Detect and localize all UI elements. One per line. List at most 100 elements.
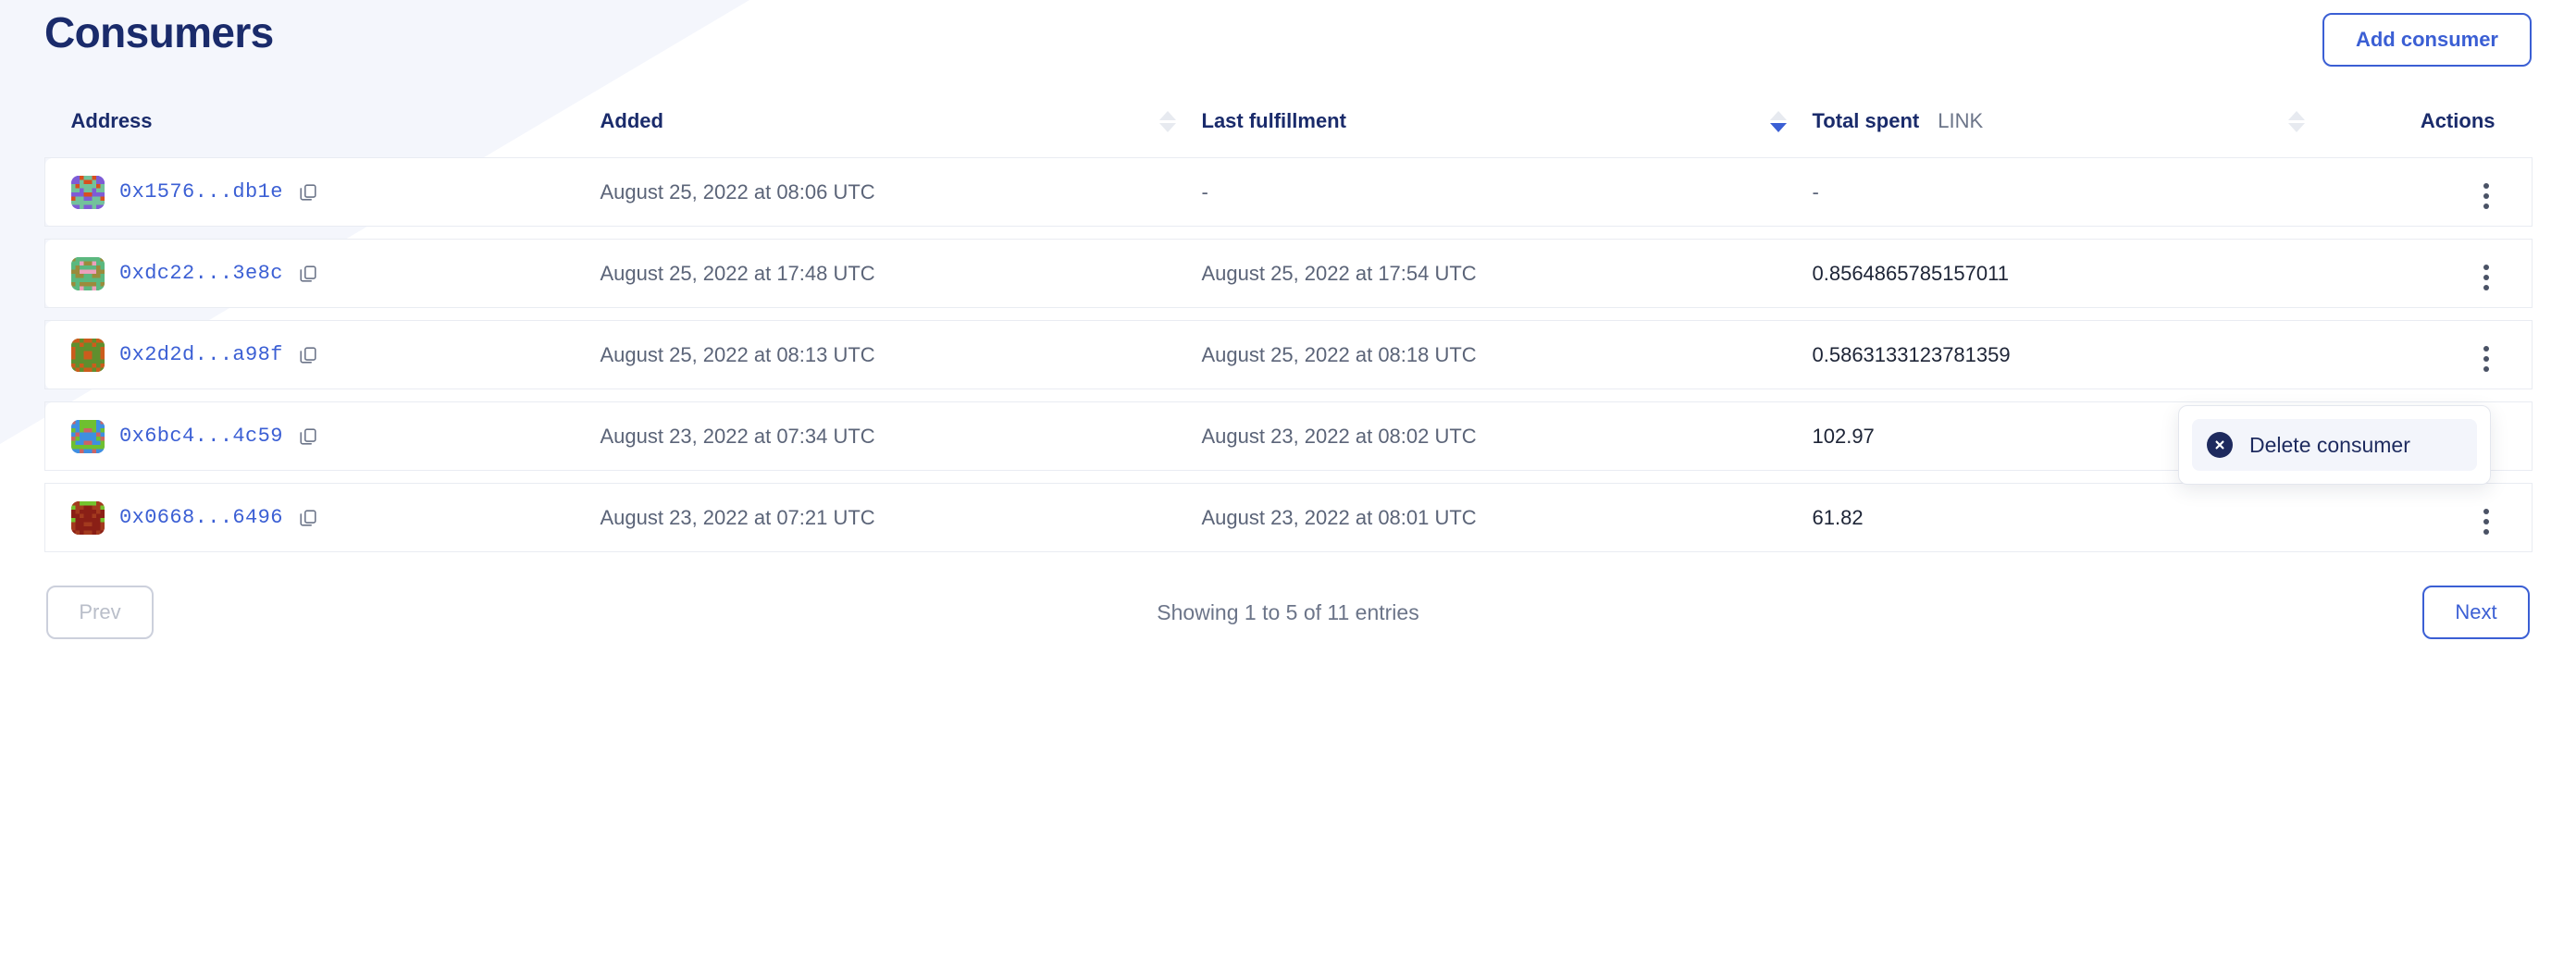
column-unit-link: LINK: [1938, 109, 1984, 132]
row-spacer-cell: [45, 471, 2533, 484]
consumer-address-link[interactable]: 0x2d2d...a98f: [119, 343, 283, 366]
table-row: 0x6bc4...4c59 August 23, 2022 at 07:34 UT…: [44, 401, 2533, 471]
table-row: 0xdc22...3e8c August 25, 2022 at 17:48 UT…: [44, 239, 2533, 308]
column-header-actions: Actions: [2331, 100, 2533, 158]
kebab-dot: [2483, 508, 2489, 514]
column-label-last-fulfillment: Last fulfillment: [1201, 109, 1346, 132]
cell-total-spent: 0.5863133123781359: [1812, 320, 2331, 389]
row-actions-kebab-button[interactable]: [2474, 503, 2498, 540]
cell-total-spent: 0.8564865785157011: [1812, 239, 2331, 308]
consumer-address-link[interactable]: 0x0668...6496: [119, 506, 283, 529]
menu-item-label: Delete consumer: [2249, 432, 2410, 457]
kebab-dot: [2483, 203, 2489, 209]
copy-address-icon[interactable]: [298, 182, 318, 203]
cell-address: 0x6bc4...4c59: [44, 401, 601, 471]
consumer-address-link[interactable]: 0x6bc4...4c59: [119, 425, 283, 448]
added-value: August 23, 2022 at 07:21 UTC: [600, 505, 875, 529]
kebab-dot: [2483, 182, 2489, 189]
copy-address-icon[interactable]: [298, 508, 318, 528]
cell-actions: [2330, 483, 2533, 552]
cell-actions: [2330, 157, 2533, 227]
close-circle-icon: [2207, 432, 2233, 458]
consumer-identicon: [71, 338, 105, 372]
row-spacer-cell: [45, 308, 2533, 321]
added-value: August 25, 2022 at 08:13 UTC: [600, 342, 875, 366]
cell-actions: [2330, 320, 2533, 389]
added-value: August 25, 2022 at 08:06 UTC: [600, 179, 875, 204]
row-spacer: [45, 389, 2533, 402]
cell-added: August 23, 2022 at 07:21 UTC: [600, 483, 1202, 552]
prev-page-button[interactable]: Prev: [46, 586, 154, 639]
row-actions-kebab-button[interactable]: [2474, 340, 2498, 377]
row-actions-kebab-button[interactable]: [2474, 178, 2498, 215]
row-spacer: [45, 471, 2533, 484]
consumer-address-link[interactable]: 0xdc22...3e8c: [119, 262, 283, 285]
next-page-button[interactable]: Next: [2422, 586, 2530, 639]
total-spent-value: 61.82: [1812, 505, 1864, 529]
total-spent-value: 0.8564865785157011: [1812, 261, 2009, 285]
total-spent-value: -: [1812, 179, 1819, 204]
total-spent-value: 102.97: [1812, 424, 1875, 448]
kebab-dot: [2483, 528, 2489, 535]
column-label-address: Address: [70, 109, 153, 132]
consumer-identicon: [71, 500, 105, 535]
sort-toggle-total-spent[interactable]: [2287, 110, 2305, 132]
kebab-dot: [2483, 355, 2489, 362]
cell-address: 0x1576...db1e: [44, 157, 601, 227]
table-row: 0x2d2d...a98f August 25, 2022 at 08:13 UT…: [44, 320, 2533, 389]
row-spacer: [45, 227, 2533, 240]
kebab-dot: [2483, 345, 2489, 352]
add-consumer-button[interactable]: Add consumer: [2322, 13, 2532, 67]
sort-desc-icon: [1158, 122, 1176, 132]
last-fulfillment-value: August 23, 2022 at 08:01 UTC: [1201, 505, 1477, 529]
page-header: Consumers Add consumer: [44, 0, 2532, 100]
added-value: August 23, 2022 at 07:34 UTC: [600, 424, 875, 448]
table-body: 0x1576...db1e August 25, 2022 at 08:06 UT…: [44, 157, 2533, 552]
consumers-table: Address Added: [44, 100, 2533, 552]
last-fulfillment-value: August 25, 2022 at 08:18 UTC: [1201, 342, 1477, 366]
table-row: 0x0668...6496 August 23, 2022 at 07:21 UT…: [44, 483, 2533, 552]
cell-address: 0x0668...6496: [44, 483, 601, 552]
copy-address-icon[interactable]: [298, 264, 318, 284]
sort-toggle-added[interactable]: [1158, 110, 1176, 132]
cell-address: 0x2d2d...a98f: [44, 320, 601, 389]
total-spent-value: 0.5863133123781359: [1812, 342, 2011, 366]
kebab-dot: [2483, 274, 2489, 280]
column-header-added[interactable]: Added: [601, 100, 1202, 158]
cell-added: August 25, 2022 at 08:06 UTC: [600, 157, 1202, 227]
sort-toggle-last-fulfillment[interactable]: [1769, 110, 1787, 132]
cell-actions: [2330, 239, 2533, 308]
cell-added: August 23, 2022 at 07:34 UTC: [600, 401, 1202, 471]
cell-last-fulfillment: August 23, 2022 at 08:01 UTC: [1201, 483, 1813, 552]
kebab-dot: [2483, 365, 2489, 372]
last-fulfillment-value: August 23, 2022 at 08:02 UTC: [1201, 424, 1477, 448]
copy-address-icon[interactable]: [298, 426, 318, 447]
cell-added: August 25, 2022 at 17:48 UTC: [600, 239, 1202, 308]
column-header-total-spent[interactable]: Total spent LINK: [1813, 100, 2331, 158]
cell-total-spent: -: [1812, 157, 2331, 227]
column-header-last-fulfillment[interactable]: Last fulfillment: [1202, 100, 1813, 158]
cell-last-fulfillment: August 25, 2022 at 08:18 UTC: [1201, 320, 1813, 389]
cell-last-fulfillment: -: [1201, 157, 1813, 227]
cell-added: August 25, 2022 at 08:13 UTC: [600, 320, 1202, 389]
consumer-identicon: [71, 175, 105, 209]
column-label-added: Added: [600, 109, 663, 132]
copy-address-icon[interactable]: [298, 345, 318, 365]
cell-last-fulfillment: August 23, 2022 at 08:02 UTC: [1201, 401, 1813, 471]
cell-last-fulfillment: August 25, 2022 at 17:54 UTC: [1201, 239, 1813, 308]
sort-desc-icon: [2287, 122, 2305, 132]
row-actions-menu: Delete consumer: [2178, 405, 2491, 485]
cell-address: 0xdc22...3e8c: [44, 239, 601, 308]
sort-desc-icon: [1769, 122, 1787, 132]
sort-asc-icon: [1769, 110, 1787, 120]
cell-total-spent: 61.82: [1812, 483, 2331, 552]
row-actions-kebab-button[interactable]: [2474, 259, 2498, 296]
consumer-identicon: [71, 256, 105, 290]
column-label-total-spent: Total spent: [1812, 109, 1920, 132]
column-header-address[interactable]: Address: [45, 100, 601, 158]
consumer-address-link[interactable]: 0x1576...db1e: [119, 180, 283, 204]
pagination-status: Showing 1 to 5 of 11 entries: [1157, 599, 1419, 624]
consumer-identicon: [71, 419, 105, 453]
menu-item-delete-consumer[interactable]: Delete consumer: [2192, 419, 2477, 471]
